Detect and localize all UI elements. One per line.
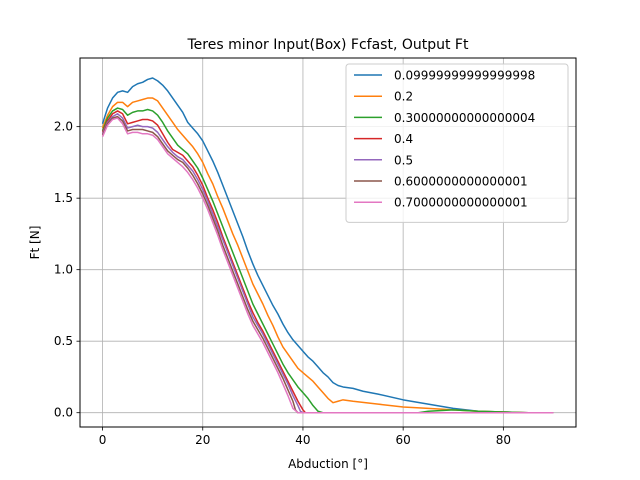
series-line-2 [101,97,554,414]
series-line-4 [101,110,554,414]
x-tick-label: 0 [99,433,107,447]
y-tick-label: 0.0 [54,406,73,420]
series-line-1 [101,77,554,414]
legend-label-3: 0.30000000000000004 [394,111,535,125]
series-line-6 [101,115,554,414]
legend-label-7: 0.7000000000000001 [394,196,528,210]
legend-label-2: 0.2 [394,90,413,104]
series-line-7 [101,117,554,414]
x-tick-label: 40 [295,433,310,447]
plot-lines [101,77,554,414]
x-axis-label: Abduction [°] [288,457,368,471]
legend: 0.09999999999999998 0.2 0.3000000000000000… [345,63,569,223]
legend-label-1: 0.09999999999999998 [394,69,535,83]
y-tick-label: 2.0 [54,120,73,134]
y-axis-label: Ft [N] [28,226,42,260]
plot-frame [79,57,577,428]
y-tick-label: 1.0 [54,263,73,277]
chart-title: Teres minor Input(Box) Fcfast, Output Ft [187,37,469,53]
x-tick-label: 60 [396,433,411,447]
y-tick-label: 0.5 [54,334,73,348]
x-tick-label: 20 [195,433,210,447]
legend-box [345,63,569,223]
x-tick-label: 80 [496,433,511,447]
axis-ticks: 0 20 40 60 80 0.0 0.5 1.0 1.5 2.0 [54,120,511,447]
legend-label-6: 0.6000000000000001 [394,175,528,189]
series-line-5 [101,113,554,414]
y-tick-label: 1.5 [54,191,73,205]
legend-label-4: 0.4 [394,132,413,146]
legend-label-5: 0.5 [394,153,413,167]
